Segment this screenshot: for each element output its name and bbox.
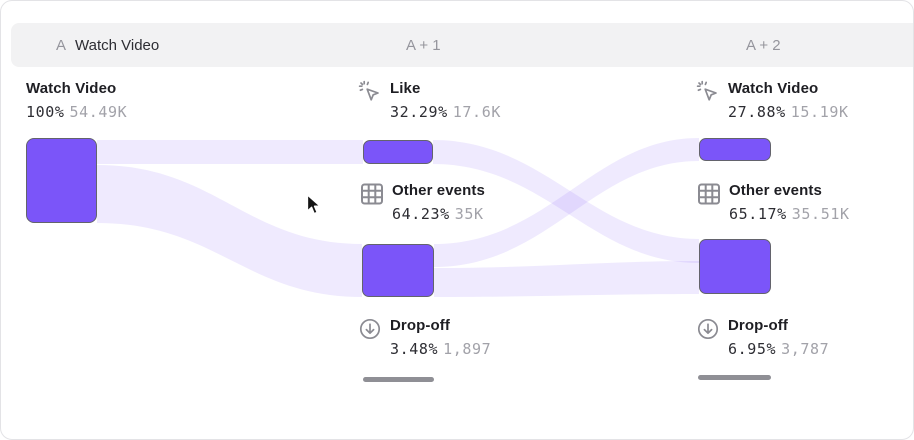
step-label: A + 2 (746, 36, 781, 54)
entry-percent: 65.17% (729, 205, 787, 223)
node-like-step1[interactable] (363, 140, 433, 164)
entry-percent: 32.29% (390, 103, 448, 121)
entry-count: 15.19K (790, 103, 849, 121)
flow-otherevents-to-watchvideo2[interactable] (434, 138, 699, 267)
entry-count: 17.6K (452, 103, 501, 121)
grid-icon (360, 182, 384, 206)
entry-count: 1,897 (443, 340, 492, 358)
entry-label: Other events (392, 182, 485, 199)
entry-label: Drop-off (728, 317, 788, 334)
entry-label: Like (390, 80, 421, 97)
entry-label: Drop-off (390, 317, 450, 334)
click-icon (696, 80, 720, 104)
entry-other-events-step2[interactable]: Other events 65.17% 35.51K (697, 182, 850, 224)
entry-percent: 100% (26, 103, 65, 121)
grid-icon (697, 182, 721, 206)
node-other-events-step1[interactable] (362, 244, 434, 297)
entry-percent: 27.88% (728, 103, 786, 121)
entry-label: Watch Video (728, 80, 819, 97)
node-other-events-step2[interactable] (699, 239, 771, 294)
flow-otherevents-to-otherevents2[interactable] (434, 261, 699, 297)
entry-other-events-step1[interactable]: Other events 64.23% 35K (360, 182, 485, 224)
node-watch-video-step2[interactable] (699, 138, 771, 161)
entry-percent: 6.95% (728, 340, 777, 358)
mouse-cursor-icon (306, 194, 322, 221)
step-letter: A (56, 36, 67, 54)
step-header-a2: A + 2 (717, 23, 913, 67)
entry-label: Other events (729, 182, 822, 199)
drop-off-bar-step1[interactable] (363, 377, 434, 382)
flow-like-to-otherevents2[interactable] (433, 140, 699, 263)
entry-watch-video-step2[interactable]: Watch Video 27.88% 15.19K (696, 80, 849, 122)
drop-off-icon (358, 317, 382, 341)
entry-count: 35K (454, 205, 484, 223)
click-icon (358, 80, 382, 104)
entry-count: 54.49K (69, 103, 128, 121)
entry-drop-off-step2[interactable]: Drop-off 6.95% 3,787 (696, 317, 829, 359)
entry-count: 35.51K (791, 205, 850, 223)
node-watch-video-step0[interactable] (26, 138, 97, 223)
entry-percent: 64.23% (392, 205, 450, 223)
entry-count: 3,787 (781, 340, 830, 358)
flow-watchvideo-to-like[interactable] (97, 140, 363, 164)
entry-label: Watch Video (26, 80, 117, 97)
entry-drop-off-step1[interactable]: Drop-off 3.48% 1,897 (358, 317, 491, 359)
step-label: A + 1 (406, 36, 441, 54)
drop-off-bar-step2[interactable] (698, 375, 771, 380)
step-header-a: A Watch Video (11, 23, 386, 67)
entry-percent: 3.48% (390, 340, 439, 358)
entry-like-step1[interactable]: Like 32.29% 17.6K (358, 80, 501, 122)
drop-off-icon (696, 317, 720, 341)
flow-watchvideo-to-otherevents[interactable] (97, 165, 362, 297)
step-label: Watch Video (75, 36, 160, 54)
step-header-a1: A + 1 (364, 23, 748, 67)
entry-watch-video-step0[interactable]: Watch Video 100% 54.49K (26, 80, 127, 122)
